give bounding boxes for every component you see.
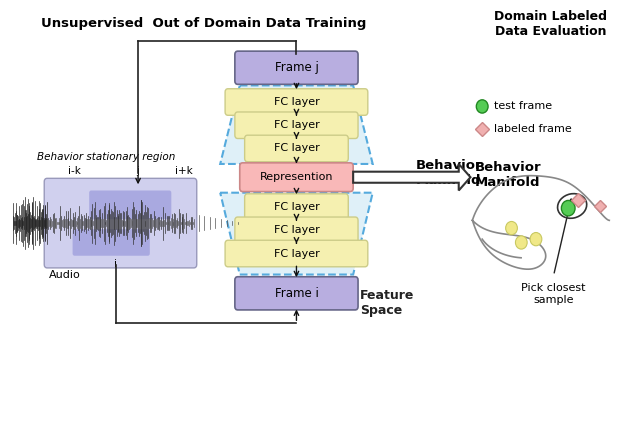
Text: FC layer: FC layer — [273, 120, 319, 130]
FancyBboxPatch shape — [235, 51, 358, 84]
Polygon shape — [353, 164, 470, 190]
Text: i+k: i+k — [175, 166, 193, 176]
FancyBboxPatch shape — [72, 229, 150, 256]
Polygon shape — [220, 193, 372, 275]
Text: FC layer: FC layer — [273, 225, 319, 235]
Text: Frame j: Frame j — [275, 61, 318, 74]
Text: i: i — [114, 259, 117, 269]
Text: j: j — [136, 166, 140, 176]
FancyBboxPatch shape — [225, 89, 368, 115]
Circle shape — [506, 222, 517, 235]
Text: Represention: Represention — [260, 172, 333, 182]
Circle shape — [530, 233, 542, 246]
FancyBboxPatch shape — [244, 135, 348, 162]
Text: Domain Labeled
Data Evaluation: Domain Labeled Data Evaluation — [494, 10, 607, 38]
Text: Frame i: Frame i — [275, 287, 318, 300]
FancyBboxPatch shape — [235, 112, 358, 138]
Text: i-k: i-k — [68, 166, 81, 176]
Text: Behavior
Manifold: Behavior Manifold — [416, 159, 483, 187]
Text: Behavior stationary region: Behavior stationary region — [37, 152, 176, 162]
Text: FC layer: FC layer — [273, 97, 319, 107]
FancyBboxPatch shape — [235, 217, 358, 244]
FancyBboxPatch shape — [44, 179, 196, 268]
FancyBboxPatch shape — [240, 163, 353, 192]
Text: Behavior
Manifold: Behavior Manifold — [474, 161, 541, 189]
Circle shape — [515, 236, 527, 249]
Text: Audio: Audio — [49, 270, 81, 280]
Text: labeled frame: labeled frame — [494, 124, 572, 134]
Text: Feature
Space: Feature Space — [360, 289, 414, 317]
Circle shape — [561, 201, 575, 216]
Text: FC layer: FC layer — [273, 249, 319, 258]
FancyBboxPatch shape — [89, 190, 172, 219]
Text: FC layer: FC layer — [273, 202, 319, 212]
Text: FC layer: FC layer — [273, 143, 319, 154]
Polygon shape — [220, 85, 372, 164]
Circle shape — [476, 100, 488, 113]
Text: Pick closest
sample: Pick closest sample — [522, 283, 586, 305]
FancyBboxPatch shape — [235, 277, 358, 310]
FancyBboxPatch shape — [244, 194, 348, 220]
FancyBboxPatch shape — [225, 240, 368, 267]
Text: Unsupervised  Out of Domain Data Training: Unsupervised Out of Domain Data Training — [41, 17, 366, 30]
Text: test frame: test frame — [494, 102, 552, 111]
